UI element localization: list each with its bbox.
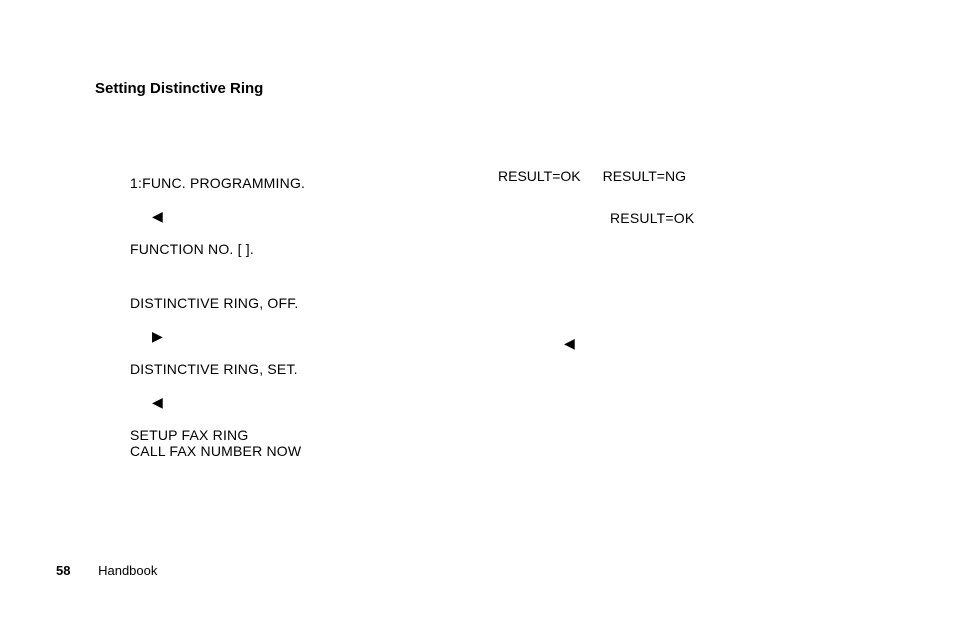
- step-function-no: FUNCTION NO. [ ].: [130, 241, 490, 257]
- result-ok: RESULT=OK: [498, 168, 581, 184]
- step-func-programming: 1:FUNC. PROGRAMMING.: [130, 175, 490, 191]
- step-setup-fax-ring: SETUP FAX RING: [130, 427, 490, 443]
- triangle-left-icon: ◀: [152, 395, 163, 409]
- step-distinctive-ring-off: DISTINCTIVE RING, OFF.: [130, 295, 490, 311]
- right-column: RESULT=OK RESULT=NG RESULT=OK ◀: [498, 168, 858, 350]
- page: Setting Distinctive Ring 1:FUNC. PROGRAM…: [0, 0, 954, 618]
- step-call-fax-number: CALL FAX NUMBER NOW: [130, 443, 490, 459]
- triangle-left-icon: ◀: [152, 209, 163, 223]
- result-ng: RESULT=NG: [603, 168, 686, 184]
- triangle-left-icon: ◀: [564, 336, 575, 350]
- triangle-right-icon: ▶: [152, 329, 163, 343]
- result-row: RESULT=OK RESULT=NG: [498, 168, 858, 184]
- section-title: Setting Distinctive Ring: [95, 80, 263, 97]
- step-distinctive-ring-set: DISTINCTIVE RING, SET.: [130, 361, 490, 377]
- result-ok-2: RESULT=OK: [498, 210, 858, 226]
- page-footer: 58 Handbook: [56, 563, 157, 578]
- left-column: 1:FUNC. PROGRAMMING. ◀ FUNCTION NO. [ ].…: [130, 175, 490, 459]
- footer-label: Handbook: [98, 563, 157, 578]
- page-number: 58: [56, 563, 70, 578]
